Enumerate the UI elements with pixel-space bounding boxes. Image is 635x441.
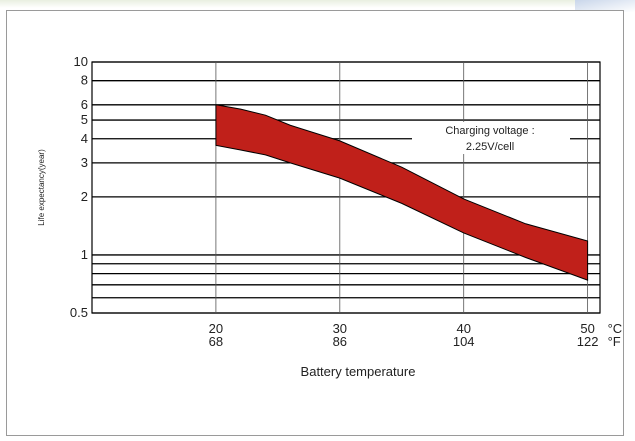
unit-celsius: °C xyxy=(608,321,623,336)
x-axis-label: Battery temperature xyxy=(301,364,416,379)
x-tick-label-c: 30 xyxy=(333,321,347,336)
x-tick-label-f: 68 xyxy=(209,334,223,349)
y-tick-labels: 10 8 65 4 3 2 1 0.5 xyxy=(70,54,88,320)
annotation-background xyxy=(412,122,570,154)
corner-decoration xyxy=(575,0,635,12)
y-tick-label: 10 xyxy=(74,54,88,69)
y-tick-label: 5 xyxy=(81,112,88,127)
y-tick-label: 2 xyxy=(81,189,88,204)
y-tick-label: 6 xyxy=(81,97,88,112)
y-tick-label: 4 xyxy=(81,131,88,146)
top-strip xyxy=(0,0,635,8)
annotation-line-1: Charging voltage : xyxy=(445,125,534,137)
plot-border xyxy=(91,61,601,314)
x-tick-label-c: 50 xyxy=(580,321,594,336)
life-expectancy-band xyxy=(215,104,589,281)
x-tick-label-f: 122 xyxy=(577,334,599,349)
y-tick-label: 3 xyxy=(81,155,88,170)
x-tick-label-f: 104 xyxy=(453,334,475,349)
grid xyxy=(91,61,601,314)
y-tick-label: 8 xyxy=(81,73,88,88)
y-tick-label: 0.5 xyxy=(70,305,88,320)
x-tick-label-f: 86 xyxy=(333,334,347,349)
unit-fahrenheit: °F xyxy=(608,334,621,349)
y-axis-label: Life expectancy(year) xyxy=(37,149,46,226)
annotation-line-2: 2.25V/cell xyxy=(466,141,514,153)
y-tick-label: 1 xyxy=(81,247,88,262)
x-tick-label-c: 40 xyxy=(456,321,470,336)
x-tick-label-c: 20 xyxy=(209,321,223,336)
